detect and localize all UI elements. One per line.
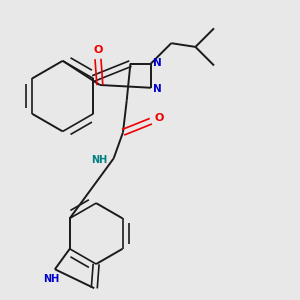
Text: O: O [93,45,103,55]
Text: N: N [153,58,162,68]
Text: NH: NH [91,155,107,165]
Text: N: N [153,84,162,94]
Text: NH: NH [43,274,59,284]
Text: O: O [154,113,164,123]
